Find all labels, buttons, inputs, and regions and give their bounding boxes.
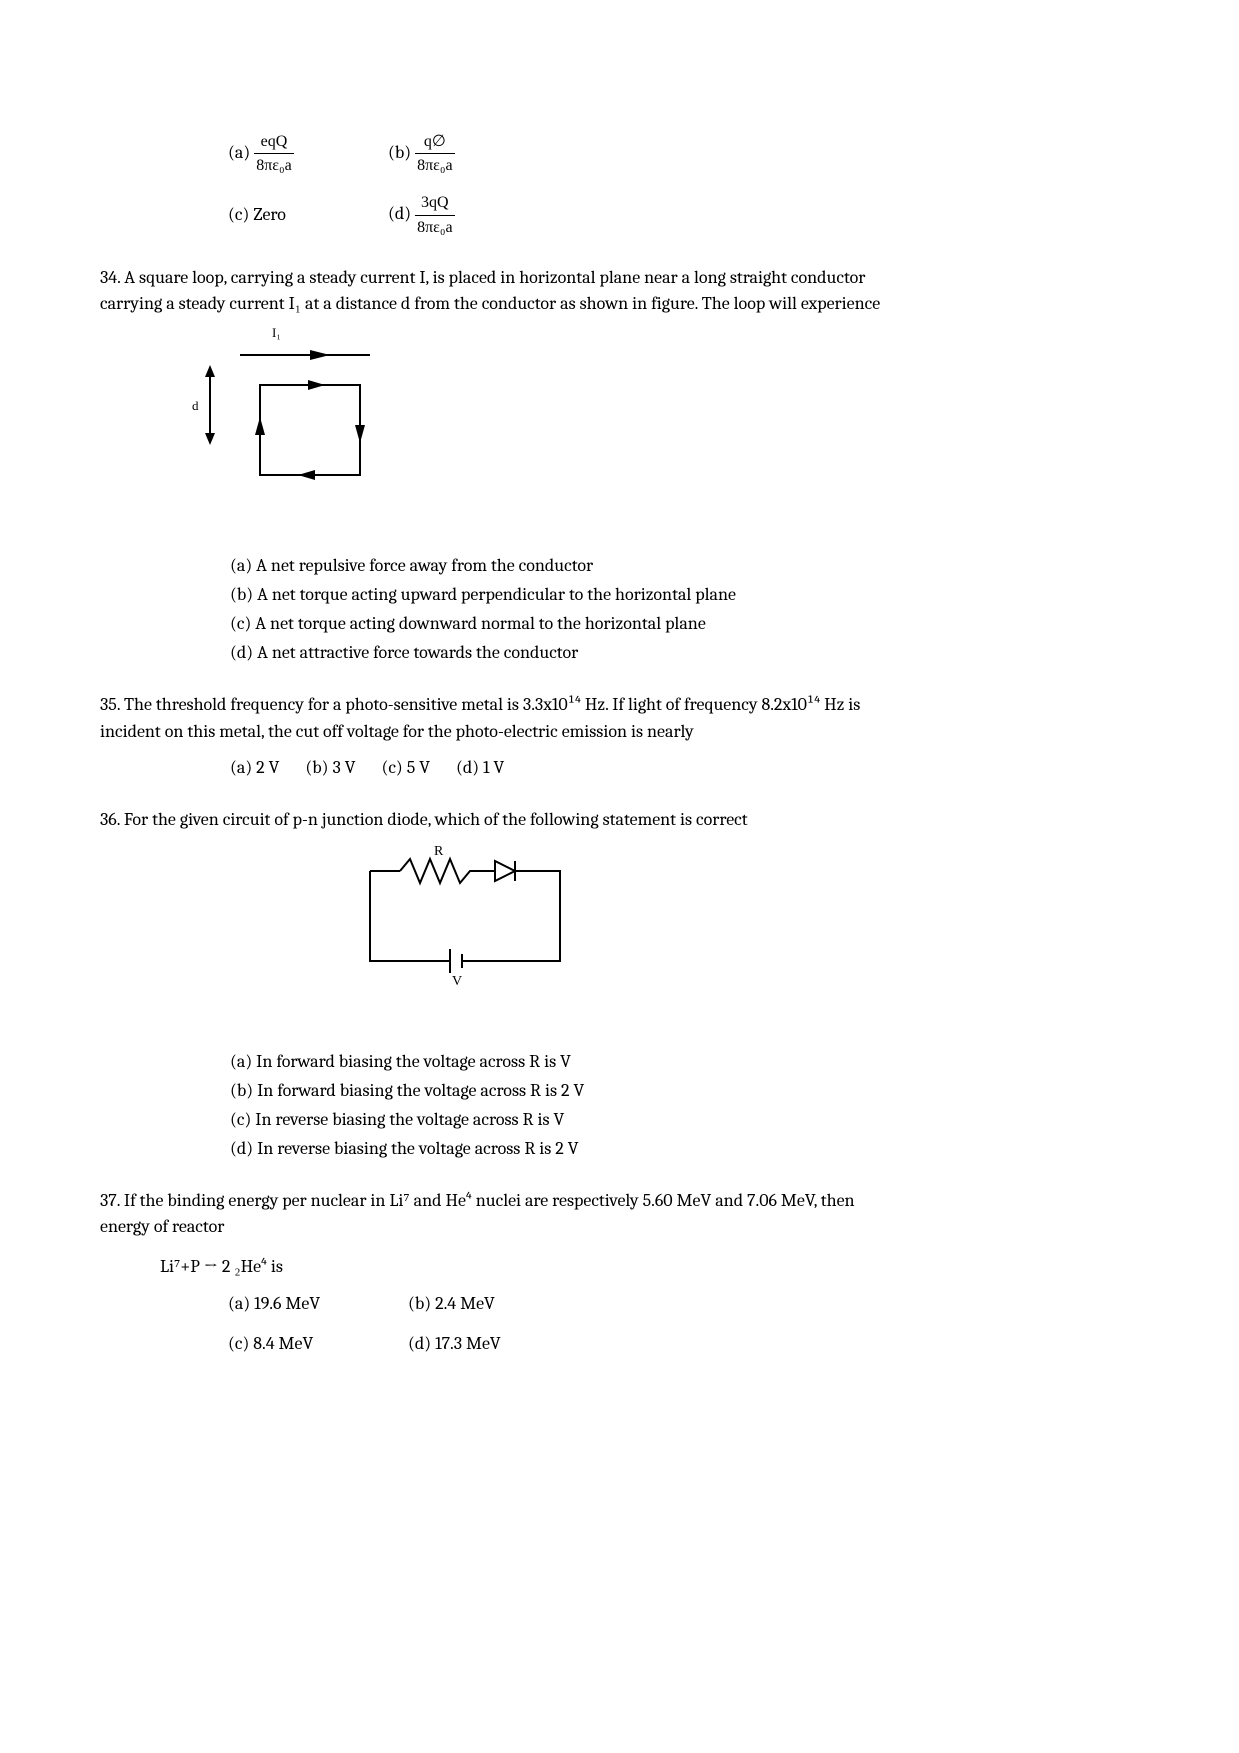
fraction: 3qQ 8πε₀a xyxy=(415,191,454,238)
q36-diagram: R V xyxy=(340,841,1139,1009)
q34: 34. A square loop, carrying a steady cur… xyxy=(100,265,1139,317)
arrow-icon xyxy=(355,425,365,443)
question-text: If the binding energy per nuclear in Li⁷… xyxy=(124,1190,855,1211)
option-c: (c) In reverse biasing the voltage acros… xyxy=(230,1107,1139,1133)
arrow-icon xyxy=(205,365,215,377)
option-a: (a) A net repulsive force away from the … xyxy=(230,553,1139,579)
q36-options: (a) In forward biasing the voltage acros… xyxy=(230,1049,1139,1162)
question-number: 35. xyxy=(100,694,120,715)
fraction: eqQ 8πε₀a xyxy=(254,130,293,177)
q37-reaction: Li⁷+P → 2 ₂He⁴ is xyxy=(160,1254,1139,1280)
option-c: (c) 5 V xyxy=(381,757,430,778)
label-d: d xyxy=(192,398,199,413)
q34-diagram: I₁ d xyxy=(180,325,1139,513)
arrow-icon xyxy=(205,433,215,445)
q35: 35. The threshold frequency for a photo-… xyxy=(100,692,1139,744)
arrow-icon xyxy=(298,470,315,480)
option-label: (a) xyxy=(228,142,250,163)
option-b: (b) 3 V xyxy=(305,757,355,778)
option-d: (d) A net attractive force towards the c… xyxy=(230,640,1139,666)
label-I1: I₁ xyxy=(272,325,281,340)
option-label: (c) xyxy=(228,204,249,225)
option-c: (c) A net torque acting downward normal … xyxy=(230,611,1139,637)
option-d: (d) 17.3 MeV xyxy=(408,1331,588,1357)
question-text: incident on this metal, the cut off volt… xyxy=(100,721,694,742)
label-R: R xyxy=(434,844,444,859)
question-number: 34. xyxy=(100,267,120,288)
question-text: A square loop, carrying a steady current… xyxy=(124,267,865,288)
option-text: Zero xyxy=(253,204,286,225)
q33-opt-c: (c) Zero xyxy=(228,202,388,228)
fraction: q∅ 8πε₀a xyxy=(415,130,454,177)
option-label: (d) xyxy=(388,203,411,224)
option-d: (d) In reverse biasing the voltage acros… xyxy=(230,1136,1139,1162)
q35-options: (a) 2 V (b) 3 V (c) 5 V (d) 1 V xyxy=(230,755,1139,781)
question-number: 36. xyxy=(100,809,120,830)
option-a: (a) 19.6 MeV xyxy=(228,1291,408,1317)
option-d: (d) 1 V xyxy=(456,757,504,778)
question-text: The threshold frequency for a photo-sens… xyxy=(124,694,860,715)
question-text: carrying a steady current I₁ at a distan… xyxy=(100,293,880,314)
question-number: 37. xyxy=(100,1190,120,1211)
label-V: V xyxy=(452,974,462,989)
option-b: (b) A net torque acting upward perpendic… xyxy=(230,582,1139,608)
arrow-icon xyxy=(255,417,265,435)
option-a: (a) In forward biasing the voltage acros… xyxy=(230,1049,1139,1075)
q37-options: (a) 19.6 MeV (b) 2.4 MeV (c) 8.4 MeV (d)… xyxy=(228,1291,1139,1357)
question-text: For the given circuit of p-n junction di… xyxy=(124,809,748,830)
option-label: (b) xyxy=(388,142,411,163)
option-b: (b) In forward biasing the voltage acros… xyxy=(230,1078,1139,1104)
option-a: (a) 2 V xyxy=(230,757,279,778)
q33-opt-b: (b) q∅ 8πε₀a xyxy=(388,130,548,177)
q33-opt-d: (d) 3qQ 8πε₀a xyxy=(388,191,548,238)
option-b: (b) 2.4 MeV xyxy=(408,1291,588,1317)
option-c: (c) 8.4 MeV xyxy=(228,1331,408,1357)
q33-options: (a) eqQ 8πε₀a (b) q∅ 8πε₀a (c) Zero (d) … xyxy=(228,130,1139,239)
q37: 37. If the binding energy per nuclear in… xyxy=(100,1188,1139,1240)
question-text: energy of reactor xyxy=(100,1216,224,1237)
arrow-icon xyxy=(310,350,330,360)
q36: 36. For the given circuit of p-n junctio… xyxy=(100,807,1139,833)
q34-options: (a) A net repulsive force away from the … xyxy=(230,553,1139,666)
arrow-icon xyxy=(308,380,325,390)
q33-opt-a: (a) eqQ 8πε₀a xyxy=(228,130,388,177)
